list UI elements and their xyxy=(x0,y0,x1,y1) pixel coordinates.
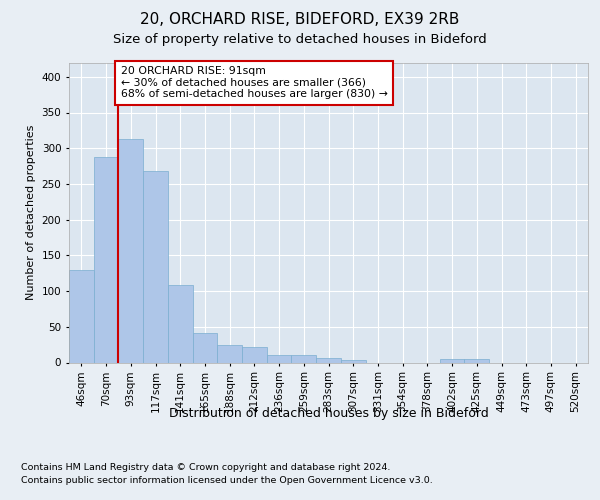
Bar xyxy=(242,347,267,362)
Y-axis label: Number of detached properties: Number of detached properties xyxy=(26,125,36,300)
Bar xyxy=(440,359,464,362)
Bar xyxy=(217,344,242,362)
Text: Contains HM Land Registry data © Crown copyright and database right 2024.: Contains HM Land Registry data © Crown c… xyxy=(21,462,391,471)
Text: Contains public sector information licensed under the Open Government Licence v3: Contains public sector information licen… xyxy=(21,476,433,485)
Text: 20 ORCHARD RISE: 91sqm
← 30% of detached houses are smaller (366)
68% of semi-de: 20 ORCHARD RISE: 91sqm ← 30% of detached… xyxy=(121,66,388,100)
Bar xyxy=(267,356,292,362)
Bar xyxy=(143,171,168,362)
Bar xyxy=(292,356,316,362)
Bar xyxy=(464,359,489,362)
Text: Size of property relative to detached houses in Bideford: Size of property relative to detached ho… xyxy=(113,32,487,46)
Bar xyxy=(94,157,118,362)
Text: Distribution of detached houses by size in Bideford: Distribution of detached houses by size … xyxy=(169,408,488,420)
Text: 20, ORCHARD RISE, BIDEFORD, EX39 2RB: 20, ORCHARD RISE, BIDEFORD, EX39 2RB xyxy=(140,12,460,28)
Bar xyxy=(193,332,217,362)
Bar xyxy=(341,360,365,362)
Bar xyxy=(316,358,341,362)
Bar xyxy=(118,139,143,362)
Bar xyxy=(69,270,94,362)
Bar xyxy=(168,286,193,362)
